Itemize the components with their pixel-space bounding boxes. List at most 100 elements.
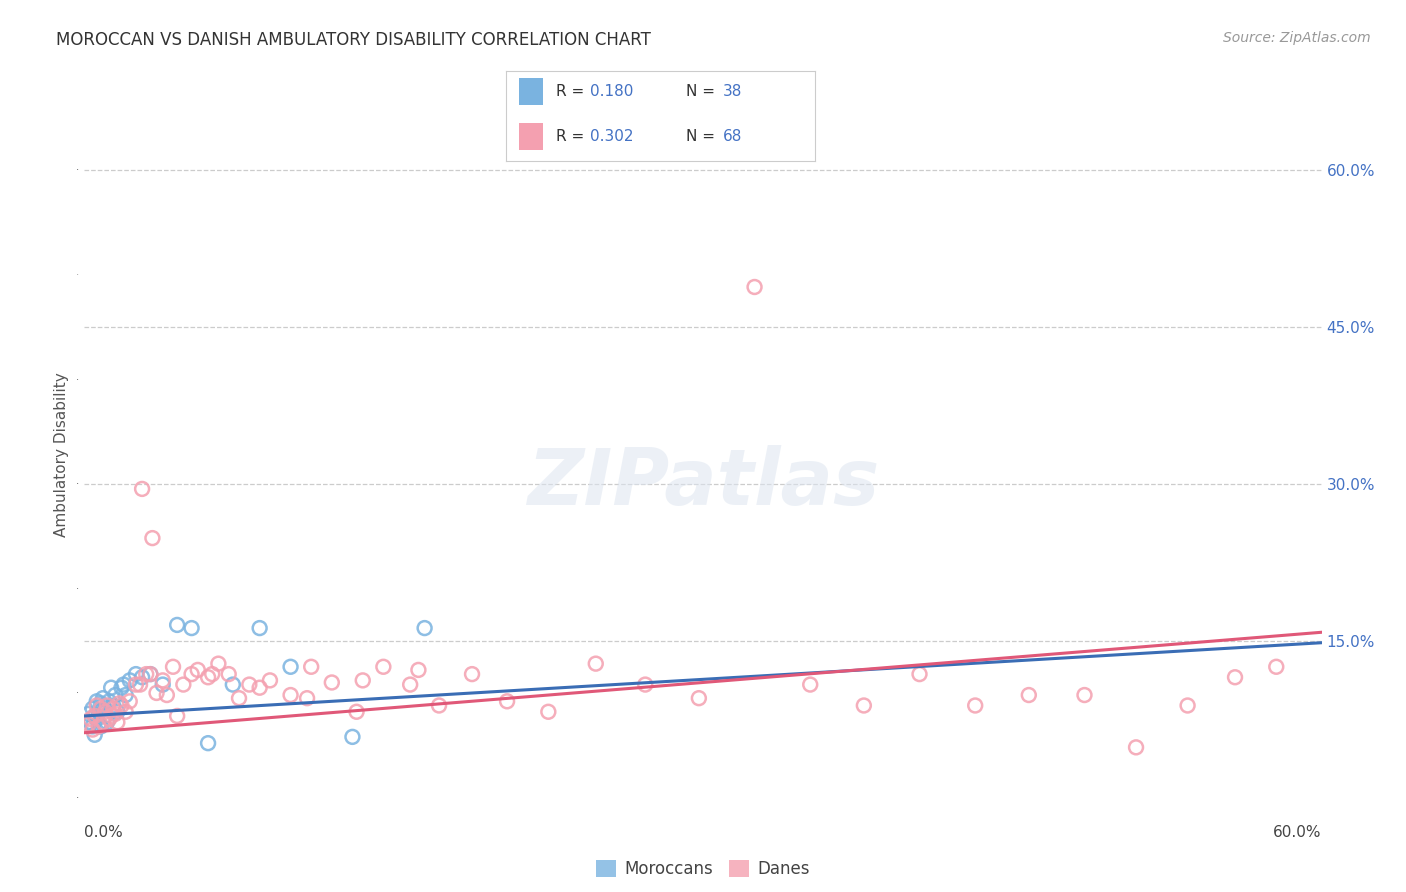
Point: [427, 698, 450, 713]
Point: [249, 621, 271, 635]
Text: MOROCCAN VS DANISH AMBULATORY DISABILITY CORRELATION CHART: MOROCCAN VS DANISH AMBULATORY DISABILITY…: [56, 31, 651, 49]
Point: [399, 677, 422, 691]
Point: [207, 657, 229, 671]
Point: [187, 663, 209, 677]
Point: [83, 709, 105, 723]
Point: [965, 698, 987, 713]
Point: [96, 698, 118, 713]
Point: [634, 677, 657, 691]
Point: [162, 660, 184, 674]
Point: [135, 667, 157, 681]
Point: [87, 705, 110, 719]
Point: [537, 705, 560, 719]
Text: 0.0%: 0.0%: [84, 825, 124, 840]
Point: [152, 677, 174, 691]
Point: [114, 705, 136, 719]
Point: [110, 681, 132, 695]
Point: [180, 667, 202, 681]
Point: [91, 698, 114, 713]
Point: [852, 698, 875, 713]
Point: [90, 701, 112, 715]
Point: [218, 667, 240, 681]
Point: [79, 715, 101, 730]
Point: [96, 715, 118, 730]
Point: [197, 670, 219, 684]
Point: [1265, 660, 1288, 674]
Point: [100, 681, 122, 695]
Text: 68: 68: [723, 129, 742, 144]
Point: [744, 280, 766, 294]
Point: [108, 697, 131, 711]
Point: [86, 712, 108, 726]
Point: [141, 531, 163, 545]
Point: [114, 688, 136, 702]
Point: [77, 706, 100, 721]
Point: [105, 715, 128, 730]
Point: [91, 715, 114, 730]
Point: [299, 660, 322, 674]
Point: [125, 667, 148, 681]
Text: N =: N =: [686, 129, 720, 144]
Point: [321, 675, 343, 690]
Point: [408, 663, 430, 677]
Point: [1177, 698, 1199, 713]
Point: [94, 705, 117, 719]
Text: N =: N =: [686, 85, 720, 99]
Point: [352, 673, 374, 688]
Point: [152, 673, 174, 688]
Point: [86, 698, 108, 713]
Text: ZIPatlas: ZIPatlas: [527, 445, 879, 521]
Point: [688, 691, 710, 706]
Point: [139, 667, 162, 681]
Point: [131, 482, 153, 496]
Point: [461, 667, 484, 681]
Point: [82, 723, 104, 737]
Bar: [519, 78, 543, 105]
Point: [172, 677, 194, 691]
Text: R =: R =: [555, 129, 589, 144]
Point: [105, 705, 128, 719]
Point: [94, 709, 117, 723]
Point: [280, 660, 302, 674]
Point: [585, 657, 607, 671]
Point: [98, 694, 121, 708]
Point: [91, 691, 114, 706]
Point: [222, 677, 245, 691]
Point: [98, 712, 121, 726]
Point: [180, 621, 202, 635]
Point: [166, 709, 188, 723]
Point: [104, 706, 127, 721]
Point: [83, 709, 105, 723]
Point: [139, 667, 162, 681]
Point: [145, 686, 167, 700]
Text: 0.302: 0.302: [589, 129, 633, 144]
Point: [129, 677, 152, 691]
Point: [295, 691, 318, 706]
Point: [496, 694, 519, 708]
Point: [799, 677, 821, 691]
Point: [280, 688, 302, 702]
Point: [1125, 740, 1147, 755]
Point: [77, 717, 100, 731]
Point: [201, 667, 224, 681]
Point: [112, 677, 135, 691]
Point: [86, 694, 108, 708]
Text: R =: R =: [555, 85, 589, 99]
Point: [118, 694, 141, 708]
Point: [94, 701, 117, 715]
Point: [166, 618, 188, 632]
Point: [118, 673, 141, 688]
Point: [87, 719, 110, 733]
Point: [156, 688, 179, 702]
Point: [90, 697, 112, 711]
Y-axis label: Ambulatory Disability: Ambulatory Disability: [53, 373, 69, 537]
Point: [1073, 688, 1095, 702]
Point: [131, 670, 153, 684]
Point: [82, 701, 104, 715]
Point: [104, 688, 127, 702]
Point: [110, 698, 132, 713]
Point: [346, 705, 368, 719]
Point: [259, 673, 281, 688]
Point: [342, 730, 364, 744]
Point: [83, 728, 105, 742]
